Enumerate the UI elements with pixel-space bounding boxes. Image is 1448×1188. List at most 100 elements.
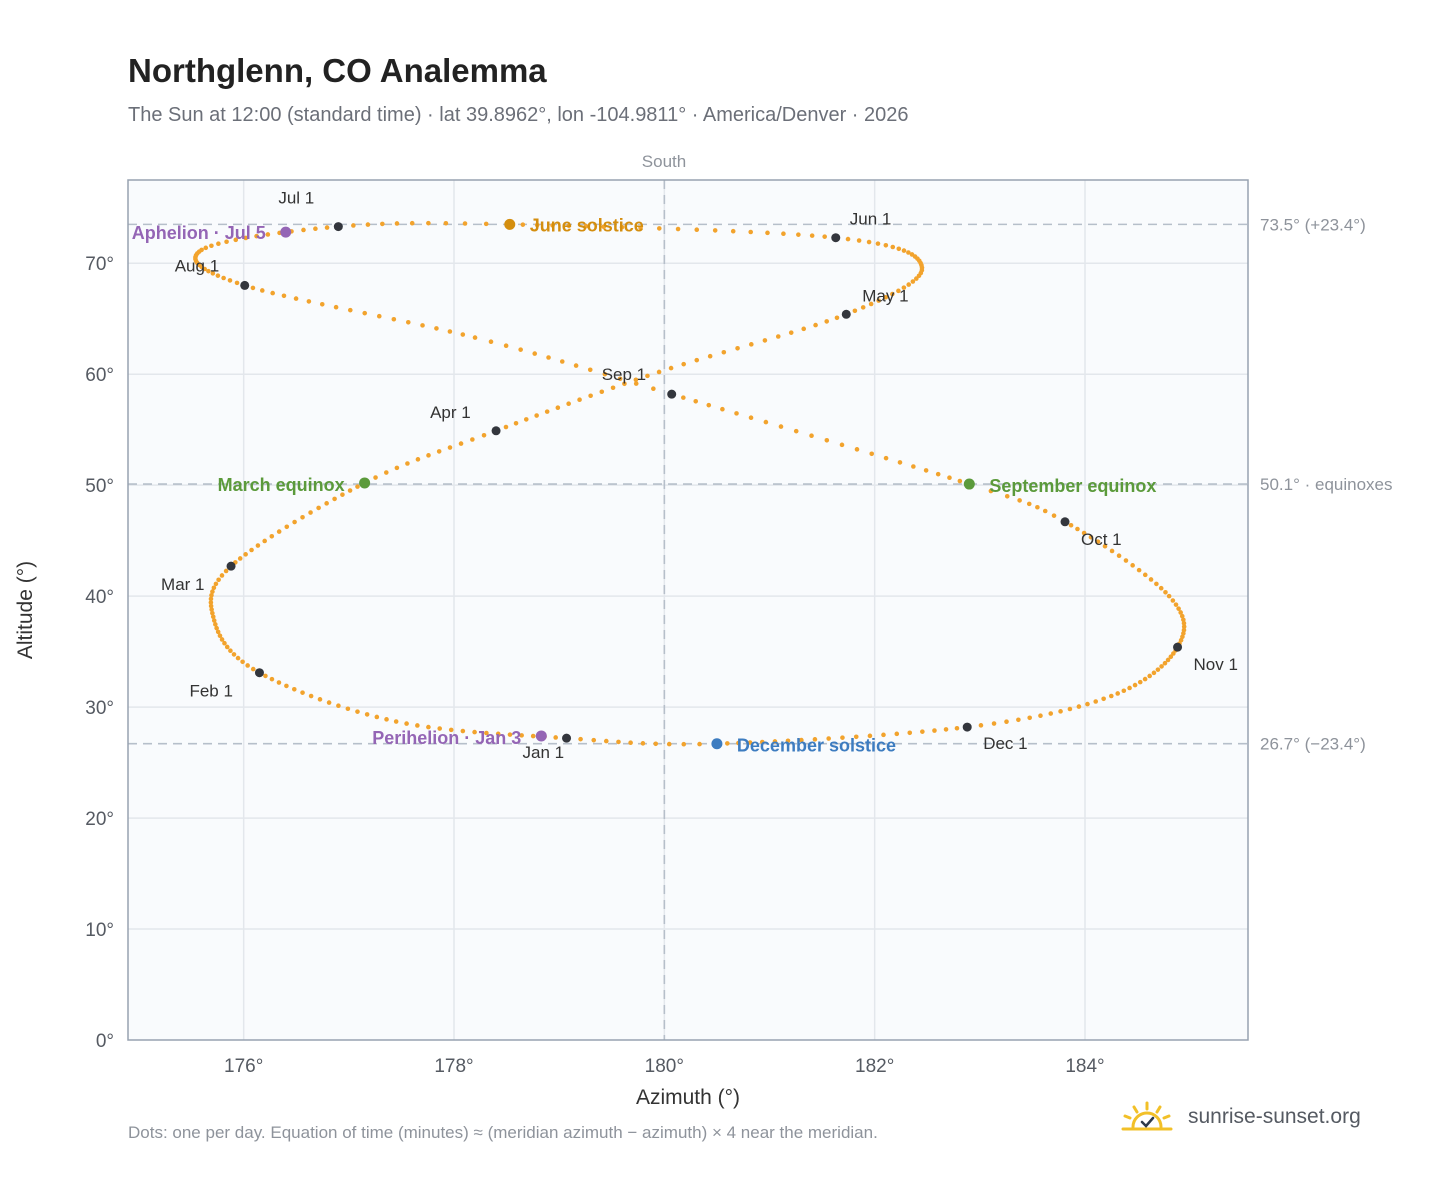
- daily-sun-dot: [610, 385, 616, 391]
- daily-sun-dot: [693, 398, 699, 404]
- daily-sun-dot: [300, 690, 305, 695]
- daily-sun-dot: [1004, 493, 1010, 499]
- daily-sun-dot: [785, 738, 791, 744]
- daily-sun-dot: [270, 290, 275, 296]
- brand-logo[interactable]: sunrise-sunset.org: [1120, 1100, 1361, 1134]
- daily-sun-dot: [276, 680, 282, 685]
- daily-sun-dot: [313, 226, 318, 232]
- daily-sun-dot: [896, 246, 902, 252]
- daily-sun-dot: [222, 640, 227, 646]
- daily-sun-dot: [1067, 706, 1073, 712]
- daily-sun-dot: [293, 296, 299, 301]
- x-tick-label: 184°: [1065, 1056, 1104, 1077]
- x-tick-label: 182°: [855, 1056, 894, 1077]
- daily-sun-dot: [208, 600, 214, 605]
- event-label: Perihelion · Jan 3: [372, 728, 521, 748]
- daily-sun-dot: [209, 607, 214, 612]
- daily-sun-dot: [656, 369, 662, 375]
- daily-sun-dot: [326, 700, 332, 705]
- daily-sun-dot: [210, 614, 216, 620]
- daily-sun-dot: [1108, 693, 1114, 699]
- y-tick-label: 50°: [85, 476, 114, 497]
- daily-sun-dot: [840, 735, 845, 740]
- chart-subtitle: The Sun at 12:00 (standard time) · lat 3…: [128, 104, 909, 126]
- daily-sun-dot: [890, 244, 896, 250]
- daily-sun-dot: [1075, 526, 1080, 532]
- daily-sun-dot: [206, 268, 211, 274]
- daily-sun-dot: [362, 310, 368, 316]
- month-marker-label: Apr 1: [430, 403, 471, 422]
- event-marker: [359, 477, 371, 489]
- daily-sun-dot: [824, 319, 830, 324]
- daily-sun-dot: [1026, 501, 1032, 507]
- daily-sun-dot: [1076, 704, 1082, 709]
- daily-sun-dot: [894, 731, 900, 737]
- month-marker-label: Jun 1: [850, 210, 892, 229]
- daily-sun-dot: [210, 610, 215, 616]
- daily-sun-dot: [211, 585, 217, 591]
- daily-sun-dot: [221, 275, 226, 281]
- daily-sun-dot: [653, 741, 659, 747]
- event-marker: [280, 226, 292, 238]
- daily-sun-dot: [249, 547, 254, 553]
- daily-sun-dot: [265, 232, 271, 237]
- month-marker: [254, 668, 264, 678]
- daily-sun-dot: [845, 236, 851, 242]
- daily-sun-dot: [250, 666, 256, 672]
- daily-sun-dot: [380, 221, 385, 227]
- daily-sun-dot: [1132, 682, 1138, 688]
- plot-frame: [127, 179, 1249, 1041]
- daily-sun-dot: [583, 223, 589, 229]
- daily-sun-dot: [415, 457, 421, 462]
- daily-sun-dot: [1130, 563, 1135, 568]
- plot-area: [128, 180, 1248, 1040]
- daily-sun-dot: [224, 644, 230, 650]
- daily-sun-dot: [276, 529, 282, 534]
- daily-sun-dot: [954, 725, 960, 731]
- daily-sun-dot: [209, 243, 214, 249]
- daily-sun-dot: [1093, 699, 1099, 704]
- event-label: March equinox: [218, 475, 345, 495]
- brand-name: sunrise-sunset.org: [1188, 1105, 1361, 1128]
- daily-sun-dot: [651, 386, 656, 392]
- daily-sun-dot: [210, 589, 215, 594]
- daily-sun-dot: [765, 230, 770, 236]
- daily-sun-dot: [801, 326, 807, 332]
- daily-sun-dot: [1068, 522, 1074, 528]
- month-marker: [491, 426, 501, 436]
- daily-sun-dot: [233, 237, 239, 243]
- daily-sun-dot: [243, 235, 249, 241]
- daily-sun-dot: [601, 224, 607, 230]
- daily-sun-dot: [896, 288, 901, 294]
- daily-sun-dot: [947, 475, 952, 481]
- daily-sun-dot: [291, 686, 297, 692]
- daily-sun-dot: [208, 603, 214, 609]
- daily-sun-dot: [1147, 673, 1152, 679]
- daily-sun-dot: [405, 461, 410, 466]
- month-marker-label: Nov 1: [1194, 655, 1238, 674]
- daily-sun-dot: [209, 592, 214, 598]
- daily-sun-dot: [1042, 508, 1048, 514]
- y-tick-label: 40°: [85, 587, 114, 608]
- event-label: December solstice: [737, 736, 896, 756]
- daily-sun-dot: [890, 291, 895, 297]
- daily-sun-dot: [373, 475, 378, 480]
- x-tick-label: 176°: [224, 1056, 263, 1077]
- daily-sun-dot: [725, 741, 730, 746]
- daily-sun-dot: [809, 433, 814, 439]
- daily-sun-dot: [587, 367, 593, 373]
- daily-sun-dot: [434, 326, 439, 331]
- daily-sun-dot: [1162, 660, 1168, 666]
- daily-sun-dot: [577, 397, 582, 403]
- daily-sun-dot: [495, 731, 501, 737]
- daily-sun-dot: [332, 496, 337, 502]
- daily-sun-dot: [747, 740, 753, 745]
- daily-sun-dot: [839, 442, 845, 448]
- daily-sun-dot: [1121, 688, 1127, 694]
- month-marker: [562, 733, 572, 743]
- sunrise-icon: [1121, 1101, 1173, 1131]
- daily-sun-dot: [638, 225, 643, 231]
- daily-sun-dot: [534, 413, 539, 418]
- daily-sun-dot: [730, 228, 736, 234]
- daily-sun-dot: [1165, 657, 1171, 663]
